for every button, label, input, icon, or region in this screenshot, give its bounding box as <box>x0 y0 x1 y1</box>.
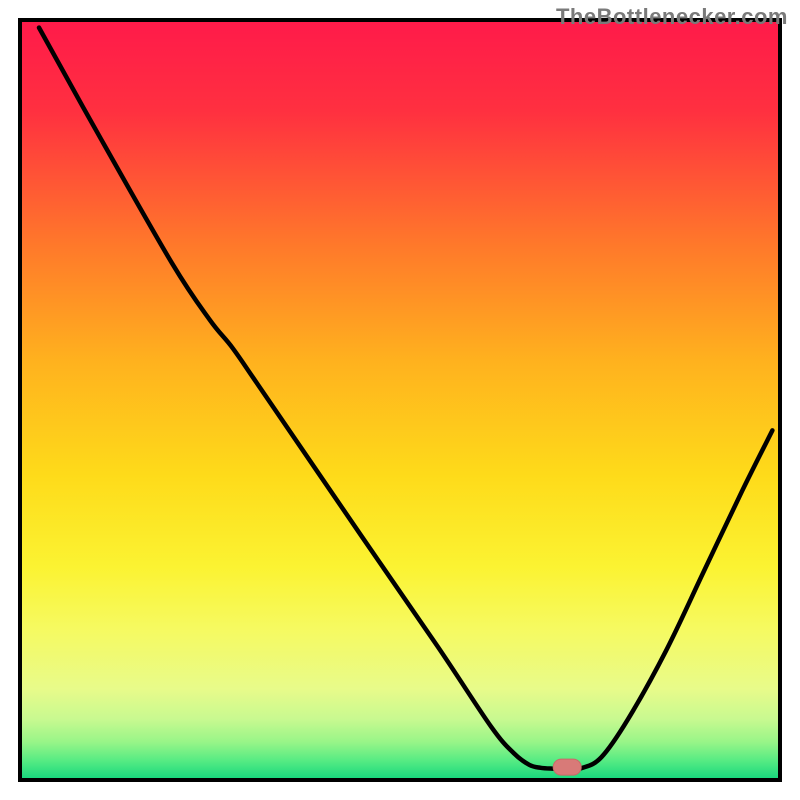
watermark-text: TheBottlenecker.com <box>556 4 788 30</box>
optimal-point-marker <box>553 759 581 775</box>
bottleneck-curve-chart <box>0 0 800 800</box>
gradient-background <box>20 20 780 780</box>
